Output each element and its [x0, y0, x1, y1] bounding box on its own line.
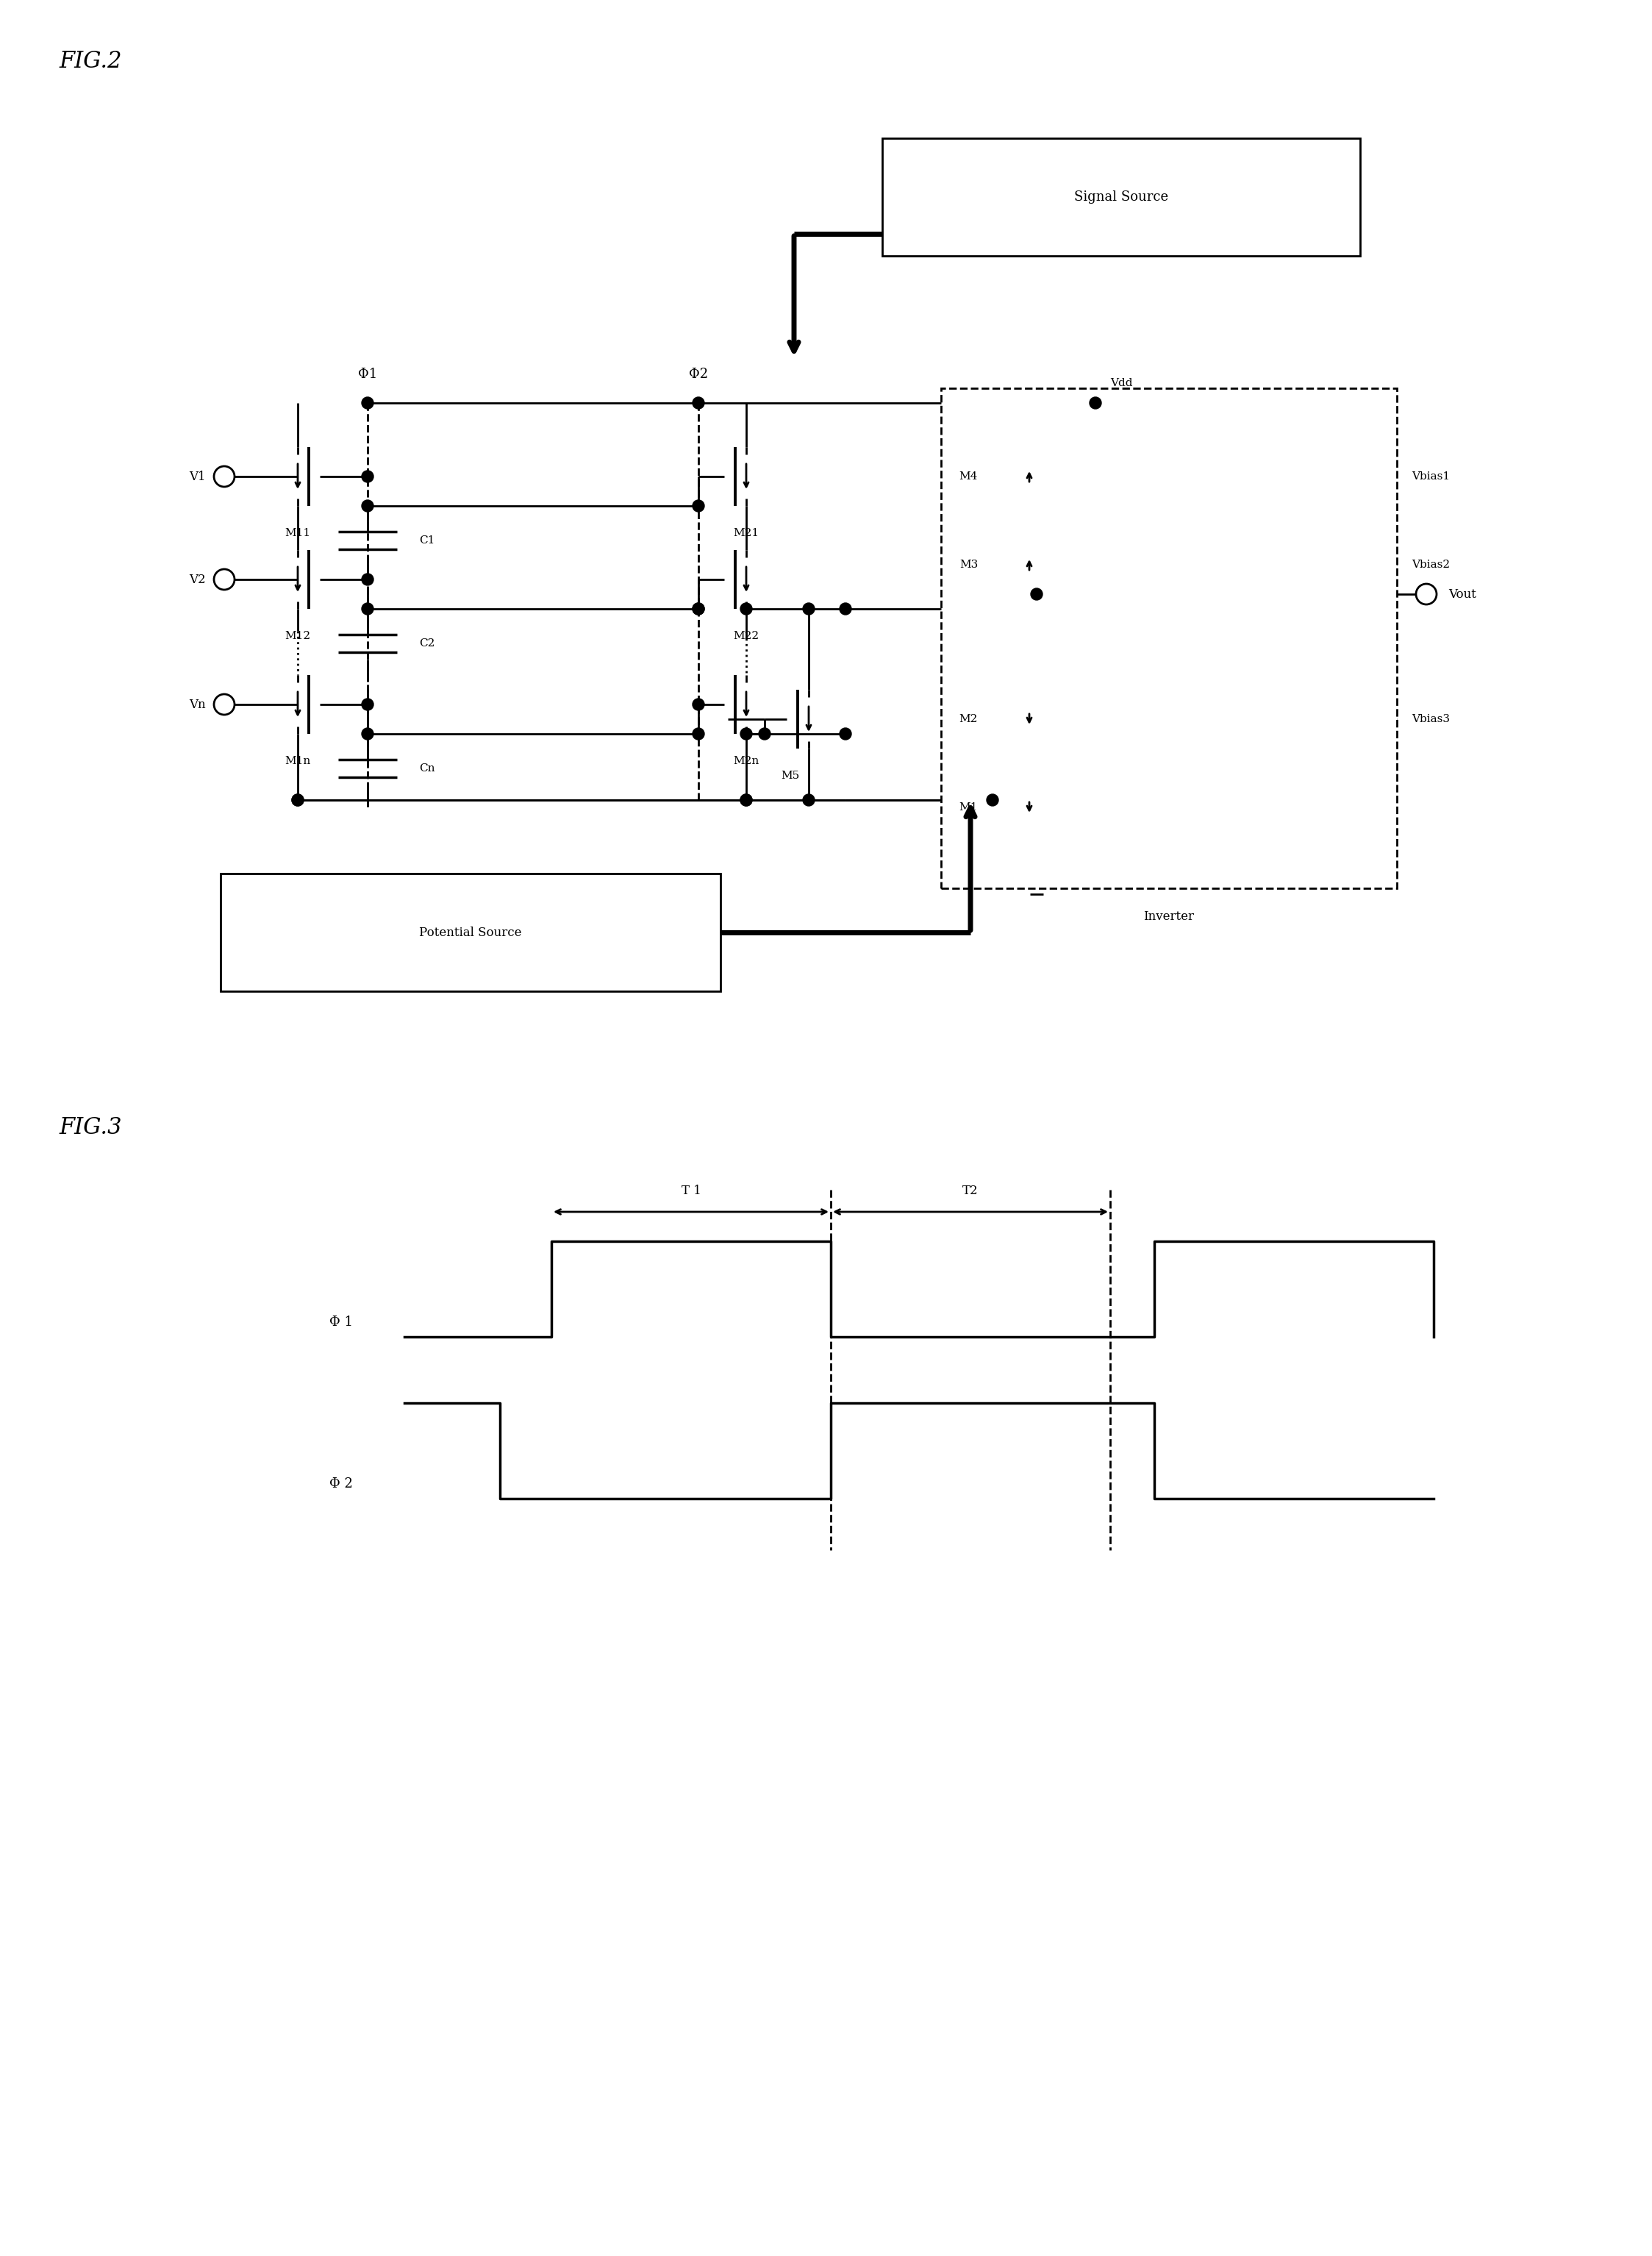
Text: Vbias3: Vbias3	[1411, 713, 1450, 724]
Circle shape	[362, 699, 373, 711]
Text: Φ2: Φ2	[689, 368, 709, 381]
Circle shape	[986, 794, 998, 805]
Circle shape	[362, 397, 373, 408]
Text: T2: T2	[963, 1184, 978, 1198]
Circle shape	[692, 602, 704, 614]
Circle shape	[362, 501, 373, 512]
Text: Inverter: Inverter	[1143, 911, 1194, 923]
Circle shape	[1031, 589, 1042, 600]
Text: FIG.2: FIG.2	[59, 50, 122, 72]
Circle shape	[758, 729, 770, 740]
Text: M1: M1	[960, 803, 978, 812]
Circle shape	[692, 397, 704, 408]
Circle shape	[692, 729, 704, 740]
Text: C1: C1	[420, 535, 434, 546]
Text: FIG.3: FIG.3	[59, 1117, 122, 1139]
Circle shape	[292, 794, 304, 805]
Circle shape	[740, 729, 752, 740]
Text: V1: V1	[190, 469, 206, 483]
Text: Signal Source: Signal Source	[1074, 190, 1168, 203]
Circle shape	[839, 602, 851, 614]
Text: M2: M2	[960, 713, 978, 724]
Text: Vdd: Vdd	[1110, 379, 1133, 388]
Text: M4: M4	[960, 472, 978, 481]
Circle shape	[362, 472, 373, 483]
Circle shape	[362, 602, 373, 614]
Text: M1n: M1n	[284, 756, 311, 767]
Circle shape	[740, 794, 752, 805]
Text: M3: M3	[960, 559, 978, 571]
Text: T 1: T 1	[681, 1184, 700, 1198]
Circle shape	[740, 602, 752, 614]
Text: Φ1: Φ1	[358, 368, 377, 381]
Circle shape	[292, 794, 304, 805]
Circle shape	[740, 794, 752, 805]
Bar	[221, 873, 720, 990]
Text: M21: M21	[733, 528, 760, 539]
Circle shape	[839, 729, 851, 740]
Text: M2n: M2n	[733, 756, 760, 767]
Text: Φ 1: Φ 1	[329, 1315, 354, 1329]
Text: Vbias2: Vbias2	[1411, 559, 1450, 571]
Circle shape	[692, 699, 704, 711]
Circle shape	[692, 501, 704, 512]
Text: M12: M12	[284, 632, 311, 641]
Text: Potential Source: Potential Source	[420, 927, 522, 938]
Text: Vn: Vn	[190, 697, 206, 711]
Text: M11: M11	[284, 528, 311, 539]
Text: Vbias1: Vbias1	[1411, 472, 1450, 481]
Text: M22: M22	[733, 632, 760, 641]
Circle shape	[362, 729, 373, 740]
Bar	[882, 138, 1360, 255]
Text: V2: V2	[190, 573, 206, 587]
Text: C2: C2	[420, 638, 434, 647]
Text: Cn: Cn	[420, 763, 434, 774]
Text: Vout: Vout	[1449, 589, 1477, 600]
Circle shape	[1090, 397, 1102, 408]
Text: Φ 2: Φ 2	[329, 1478, 354, 1491]
Text: M5: M5	[781, 772, 800, 781]
Circle shape	[803, 794, 814, 805]
Circle shape	[362, 573, 373, 584]
Circle shape	[692, 602, 704, 614]
Circle shape	[803, 602, 814, 614]
Bar	[942, 388, 1398, 889]
